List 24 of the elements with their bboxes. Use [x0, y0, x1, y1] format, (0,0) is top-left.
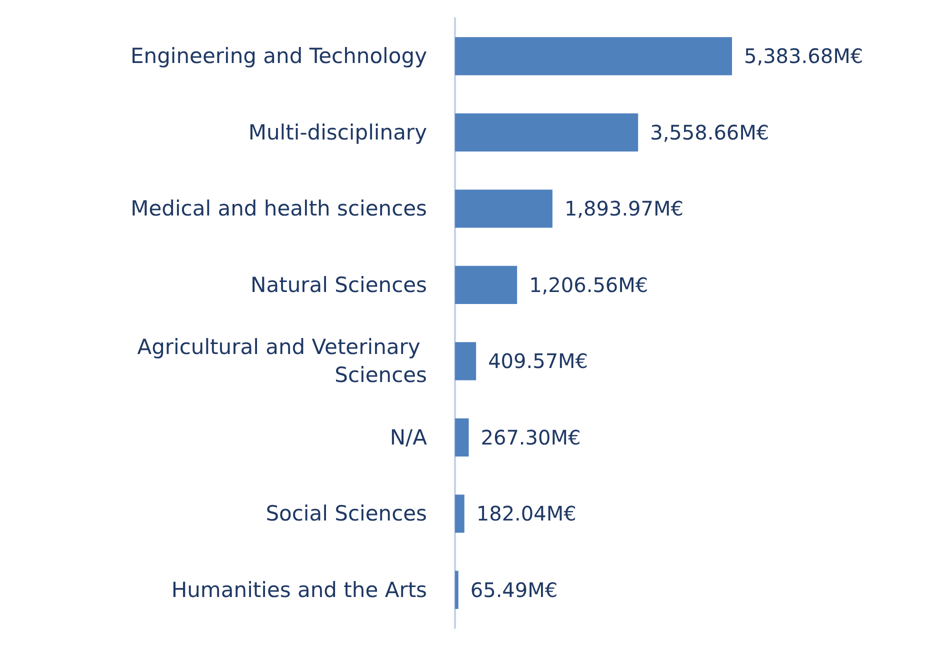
y-tick-label: Medical and health sciences [130, 196, 427, 221]
bar [455, 494, 464, 533]
bar [455, 190, 552, 228]
data-label: 1,893.97M€ [564, 196, 684, 221]
bar [455, 113, 638, 152]
bar [455, 342, 476, 380]
data-label: 5,383.68M€ [744, 44, 864, 68]
data-label: 409.57M€ [488, 349, 588, 374]
y-tick-label: Engineering and Technology [130, 44, 427, 68]
bar [455, 37, 732, 76]
data-label: 182.04M€ [476, 502, 576, 526]
y-tick-label: Humanities and the Arts [171, 578, 427, 602]
data-label: 1,206.56M€ [529, 272, 648, 297]
y-tick-label: Agricultural and Veterinary Sciences [137, 335, 427, 388]
bar [455, 266, 518, 304]
y-tick-label: Multi-disciplinary [248, 120, 427, 144]
data-label: 65.49M€ [470, 578, 558, 602]
bar [455, 418, 469, 456]
data-label: 267.30M€ [480, 425, 581, 450]
bar [455, 570, 458, 609]
y-tick-label: Social Sciences [266, 502, 427, 526]
data-label: 3,558.66M€ [650, 120, 770, 144]
y-tick-label: N/A [390, 425, 428, 450]
y-tick-label: Natural Sciences [250, 272, 427, 297]
